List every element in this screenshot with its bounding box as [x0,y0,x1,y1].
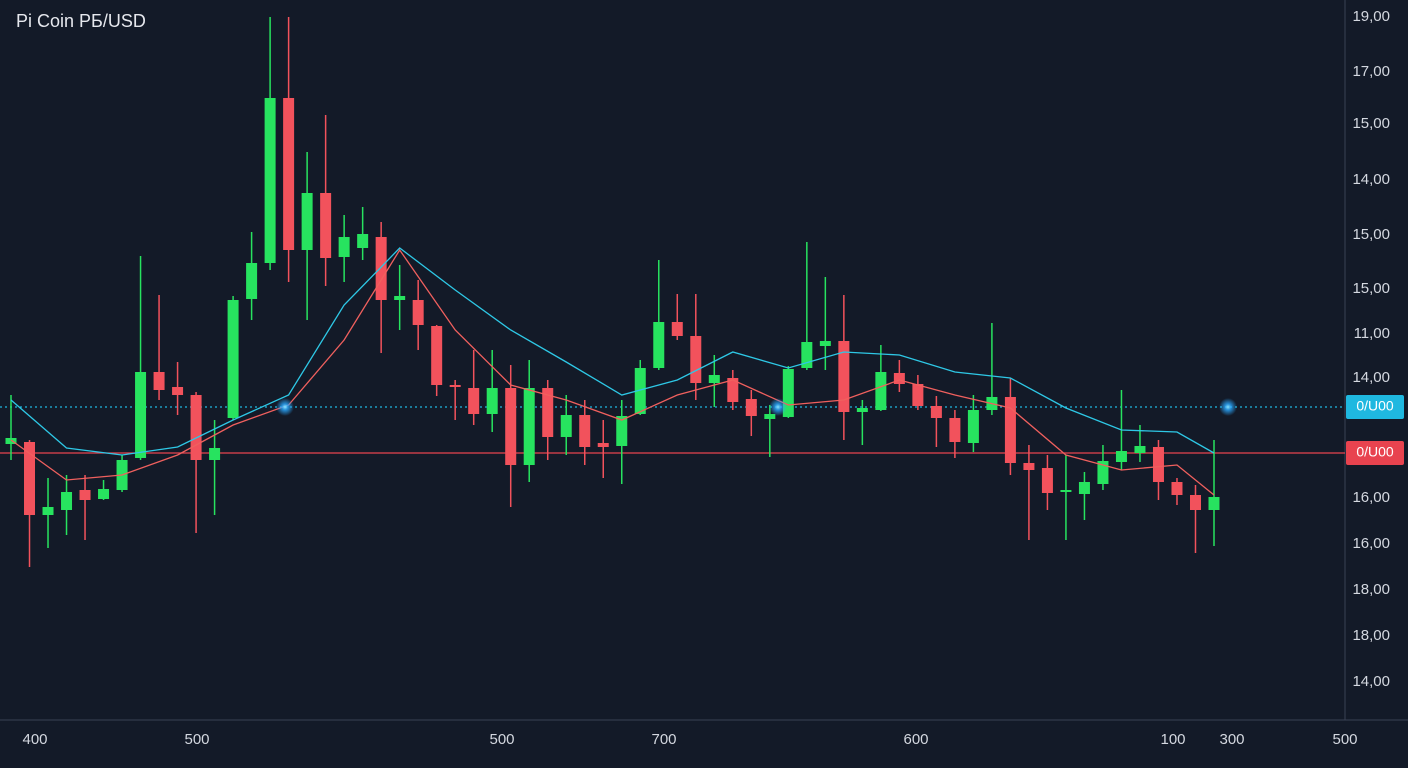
candle-body [320,193,332,258]
y-axis-label: 14,00 [1352,369,1390,386]
candle-body [727,378,739,402]
candle-body [1152,447,1164,482]
candle-body [42,507,54,515]
candle-body [24,442,36,515]
candle-body [246,263,258,299]
glow-dot [1219,398,1237,416]
y-axis-label: 15,00 [1352,280,1390,297]
candle-body [764,414,776,419]
moving-average-line [10,247,1215,456]
price-badge-label: 0/U00 [1356,398,1394,414]
y-axis-label: 19,00 [1352,8,1390,25]
candle-body [949,418,961,442]
candle-body [893,373,905,384]
y-axis-label: 11,00 [1354,325,1390,342]
glow-dot [276,398,294,416]
candle-body [1023,463,1035,470]
candle-body [1078,482,1090,494]
x-axis-label: 500 [1332,731,1357,748]
candle-body [79,490,91,500]
y-axis-label: 14,00 [1352,171,1390,188]
candle-body [375,237,387,300]
price-badge [1346,441,1404,465]
candle-body [653,322,665,368]
x-axis-label: 300 [1219,731,1244,748]
candle-body [708,375,720,383]
y-axis-label: 18,00 [1352,581,1390,598]
candle-body [505,388,517,465]
y-axis-label: 17,00 [1352,63,1390,80]
candle-body [967,410,979,443]
candle-body [61,492,73,510]
candle-body [1004,397,1016,463]
candle-body [431,326,443,385]
candle-body [1060,490,1072,492]
candle-body [560,415,572,437]
candle-body [819,341,831,346]
x-axis-label: 100 [1160,731,1185,748]
y-axis-label: 16,00 [1352,489,1390,506]
candle-body [1041,468,1053,493]
candle-body [1115,451,1127,462]
candle-body [394,296,406,300]
candle-body [5,438,17,444]
y-axis-label: 15,00 [1352,226,1390,243]
candle-body [190,395,202,460]
y-axis-label: 14,00 [1352,673,1390,690]
x-axis-label: 500 [184,731,209,748]
candle-body [579,415,591,447]
candle-body [838,341,850,412]
candle-body [98,489,110,499]
candle-body [930,406,942,418]
candle-body [616,416,628,446]
candle-body [523,388,535,465]
candle-body [449,385,461,387]
candle-body [671,322,683,336]
candle-body [1208,497,1220,510]
y-axis-label: 18,00 [1352,627,1390,644]
y-axis-label: 16,00 [1352,535,1390,552]
candle-body [264,98,276,263]
candle-body [912,384,924,406]
candle-body [357,234,369,248]
candle-body [486,388,498,414]
candle-body [875,372,887,410]
price-badge [1346,395,1404,419]
candle-body [801,342,813,368]
candle-body [172,387,184,395]
candle-body [690,336,702,383]
candle-body [1171,482,1183,495]
candle-body [634,368,646,414]
candle-body [1189,495,1201,510]
candle-body [542,388,554,437]
price-badge-label: 0/U00 [1356,444,1394,460]
candle-body [468,388,480,414]
candle-body [153,372,165,390]
candle-body [227,300,239,418]
candle-body [338,237,350,257]
x-axis-label: 500 [489,731,514,748]
candle-body [283,98,295,250]
moving-average-line [10,248,1215,496]
x-axis-label: 700 [651,731,676,748]
candle-body [301,193,313,250]
candle-body [745,399,757,416]
candle-body [782,369,794,417]
glow-dot [769,398,787,416]
chart-title: Pi Coin PБ/USD [16,11,146,31]
candle-body [856,408,868,412]
candle-body [135,372,147,458]
candle-body [1097,461,1109,484]
candle-body [412,300,424,325]
candle-body [1134,446,1146,453]
y-axis-label: 15,00 [1352,115,1390,132]
candle-body [597,443,609,447]
x-axis-label: 600 [903,731,928,748]
x-axis-label: 400 [22,731,47,748]
candle-body [209,448,221,460]
